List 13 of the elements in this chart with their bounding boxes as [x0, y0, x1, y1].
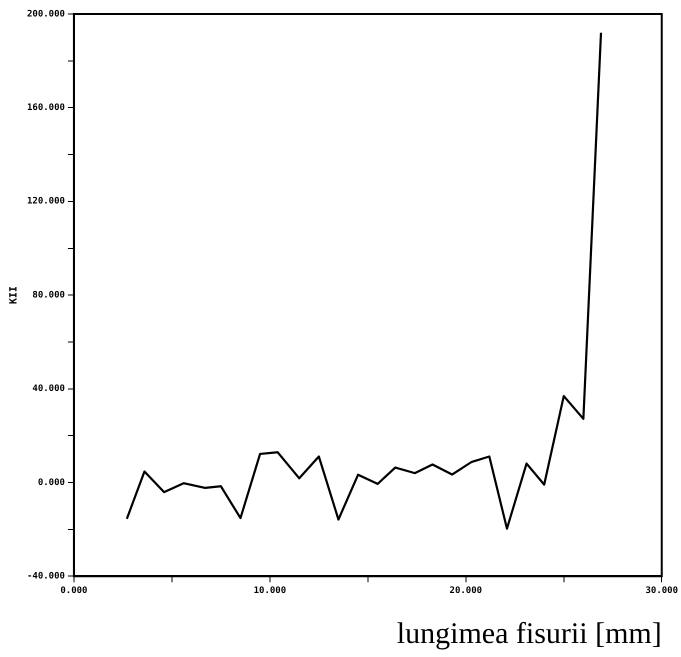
- x-tick-label: 0.000: [60, 586, 88, 596]
- x-tick-label: 10.000: [254, 586, 286, 596]
- y-tick-label: 40.000: [32, 384, 65, 394]
- y-tick-label: 120.000: [26, 196, 65, 207]
- x-tick-label: 20.000: [450, 586, 482, 596]
- y-tick-label: 160.000: [26, 103, 65, 114]
- x-axis-title: lungimea fisurii [mm]: [396, 616, 662, 650]
- y-tick-label: -40.000: [26, 572, 65, 582]
- y-tick-label: 200.000: [26, 9, 65, 20]
- y-axis-title: KII: [8, 286, 20, 304]
- y-tick-label: 0.000: [38, 478, 65, 488]
- y-tick-label: 80.000: [32, 290, 65, 300]
- x-tick-label: 30.000: [645, 586, 678, 596]
